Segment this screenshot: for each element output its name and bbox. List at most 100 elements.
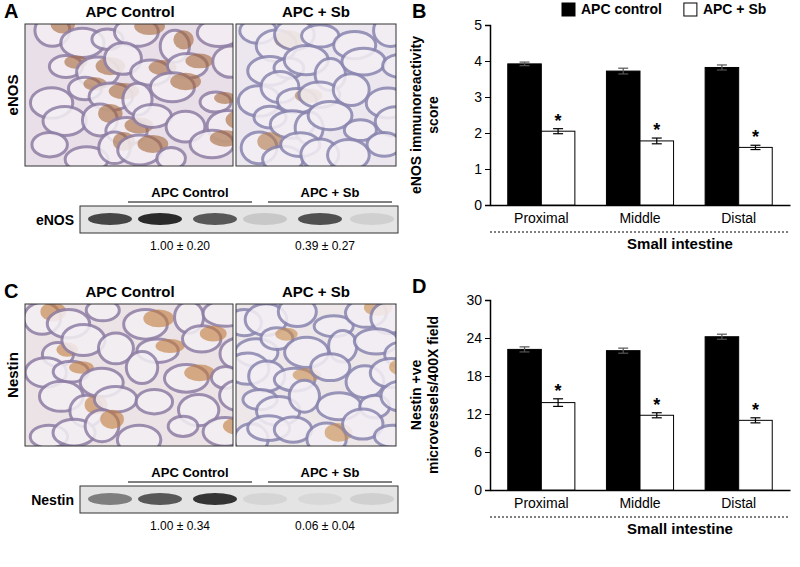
- error-bar-cap: [520, 61, 530, 62]
- blot-band: [298, 493, 342, 505]
- bar: [541, 403, 575, 490]
- plot-area: [508, 62, 772, 205]
- error-bar-cap: [618, 348, 628, 349]
- stain: [214, 92, 233, 104]
- blot-band: [350, 493, 394, 505]
- error-bar: [717, 65, 727, 70]
- micrograph-frame: [236, 24, 396, 166]
- blot-band: [193, 213, 237, 225]
- bar-chart: D0612182430ProximalMiddleDistalSmall int…: [408, 275, 791, 537]
- blot-quantification: 0.06 ± 0.04: [295, 519, 355, 533]
- error-bar-stem: [623, 348, 624, 353]
- blot-label: eNOS: [36, 212, 74, 228]
- micrograph: [236, 24, 396, 166]
- error-bar-cap: [618, 68, 628, 69]
- y-axis-line: [485, 26, 491, 206]
- error-bar: [618, 348, 628, 353]
- micrograph: [236, 304, 396, 446]
- stain: [185, 53, 213, 68]
- error-bar-cap: [520, 65, 530, 66]
- gland: [126, 352, 157, 384]
- y-tick-label: 24: [466, 330, 482, 346]
- legend-item: APC control: [562, 1, 662, 17]
- blot-membrane: [80, 206, 398, 233]
- error-bar-cap: [717, 69, 727, 70]
- y-tick: 5: [474, 17, 490, 33]
- gland: [220, 338, 233, 370]
- significance-marker: *: [555, 381, 562, 401]
- error-bar-stem: [524, 347, 525, 352]
- error-bar-cap: [717, 339, 727, 340]
- x-tick-label: Middle: [619, 495, 660, 511]
- y-tick-mark: [485, 133, 490, 134]
- legend-swatch: [684, 3, 697, 16]
- y-tick: 0: [474, 482, 490, 498]
- x-tick: Middle: [619, 205, 660, 226]
- legend-label: APC control: [581, 1, 662, 17]
- error-bar: [717, 334, 727, 339]
- blot-band: [350, 213, 394, 225]
- bar: [541, 131, 575, 205]
- error-bar-cap: [717, 64, 727, 65]
- stain: [100, 410, 124, 429]
- error-bar: [520, 347, 530, 352]
- image-panel: CNestinAPC ControlAPC + SbAPC ControlAPC…: [4, 280, 424, 533]
- gland: [220, 380, 233, 411]
- bar: [606, 351, 640, 490]
- y-tick-mark: [485, 452, 490, 453]
- blot-label: Nestin: [31, 492, 74, 508]
- y-axis: 012345: [474, 17, 490, 213]
- image-panel: AeNOSAPC ControlAPC + SbAPC ControlAPC +…: [4, 0, 418, 253]
- gland: [311, 354, 350, 381]
- gland: [374, 24, 396, 46]
- error-bar-cap: [618, 353, 628, 354]
- gland: [197, 24, 233, 46]
- row-label: eNOS: [4, 75, 21, 116]
- stain: [226, 110, 233, 129]
- blot-group-line: [128, 482, 252, 483]
- blot-group-label: APC + Sb: [301, 185, 360, 200]
- stain: [223, 417, 233, 434]
- significance-marker: *: [752, 127, 759, 147]
- blot-membrane: [80, 486, 398, 513]
- stain: [173, 30, 193, 49]
- micrograph: [25, 24, 233, 166]
- gland: [342, 48, 385, 75]
- y-tick-mark: [485, 61, 490, 62]
- gland: [136, 389, 172, 413]
- bar: [640, 141, 674, 205]
- y-tick: 2: [474, 125, 490, 141]
- gland: [203, 304, 233, 326]
- y-tick-label: 30: [466, 292, 482, 308]
- y-axis-title: Nestin +vemicrovessels/400X field: [408, 316, 441, 474]
- stain: [170, 73, 201, 90]
- legend-swatch: [562, 3, 575, 16]
- x-tick-label: Distal: [721, 210, 756, 226]
- bar: [508, 64, 542, 205]
- y-tick-mark: [485, 25, 490, 26]
- blot-group-line: [128, 202, 252, 203]
- x-tick: Distal: [721, 205, 756, 226]
- y-tick: 12: [466, 406, 490, 422]
- y-tick-label: 3: [474, 89, 482, 105]
- blot-group-line: [268, 202, 392, 203]
- y-tick: 3: [474, 89, 490, 105]
- significance-marker: *: [555, 111, 562, 131]
- significance-marker: *: [653, 120, 660, 140]
- x-tick: Middle: [619, 490, 660, 511]
- gland: [86, 304, 119, 321]
- gland: [213, 46, 233, 77]
- bar: [705, 337, 739, 490]
- error-bar-cap: [553, 133, 563, 134]
- blot-band: [298, 213, 342, 225]
- blot-band: [193, 493, 237, 505]
- plot-area: [508, 334, 772, 490]
- stain: [134, 24, 165, 35]
- panel-letter: C: [4, 280, 18, 302]
- error-bar-cap: [652, 143, 662, 144]
- gland: [381, 381, 396, 411]
- y-tick: 30: [466, 292, 490, 308]
- series: [541, 129, 772, 205]
- x-tick: Distal: [721, 490, 756, 511]
- y-tick: 6: [474, 444, 490, 460]
